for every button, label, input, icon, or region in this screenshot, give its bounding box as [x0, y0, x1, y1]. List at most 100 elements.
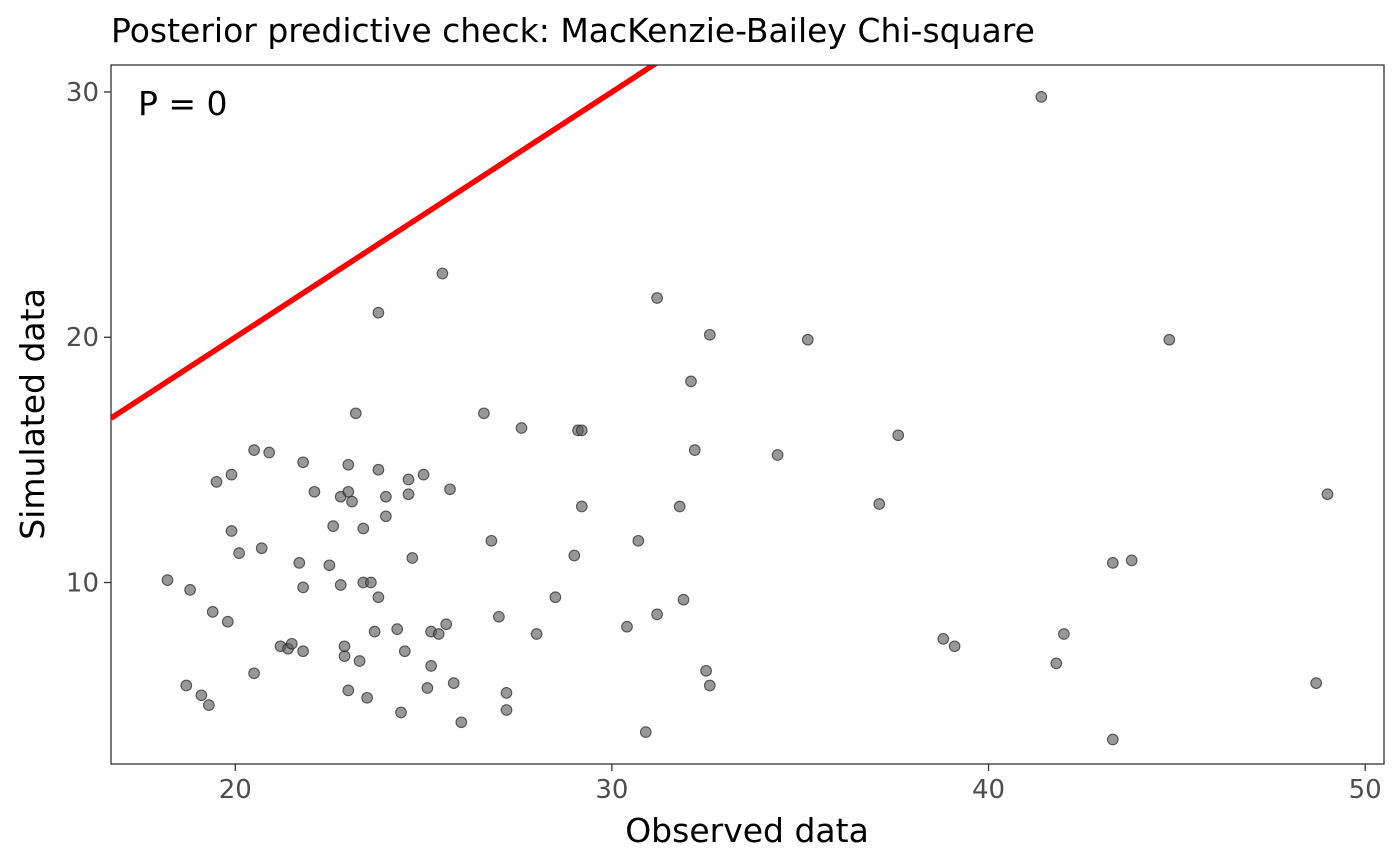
data-point: [334, 579, 347, 591]
plot-panel-border: [110, 64, 1385, 765]
data-point: [361, 691, 373, 704]
y-tick-label: 10: [66, 569, 99, 599]
data-point: [368, 625, 381, 638]
data-point: [225, 525, 238, 537]
data-point: [703, 679, 716, 692]
data-point: [568, 549, 581, 562]
data-point: [206, 606, 219, 618]
data-point: [432, 628, 445, 640]
x-axis: 20 30 40 50: [219, 764, 1382, 805]
data-point: [549, 591, 562, 604]
data-point: [365, 576, 377, 589]
data-point: [937, 633, 950, 645]
data-point: [436, 267, 449, 280]
data-point: [632, 534, 645, 547]
data-point: [203, 699, 215, 711]
data-point: [948, 640, 961, 653]
data-point: [771, 449, 784, 461]
data-point: [255, 542, 268, 555]
data-point: [161, 574, 174, 586]
x-axis-title: Observed data: [625, 811, 869, 850]
data-point: [391, 623, 404, 635]
data-point: [346, 495, 358, 508]
data-point: [639, 726, 652, 738]
data-point: [342, 684, 355, 697]
p-value-annotation: P = 0: [138, 84, 228, 123]
data-point: [673, 500, 686, 513]
data-point: [621, 620, 633, 633]
data-point: [575, 500, 588, 513]
data-point: [323, 559, 336, 572]
data-point: [515, 422, 528, 434]
data-point: [530, 628, 543, 640]
data-point: [263, 446, 276, 459]
data-point: [372, 463, 385, 476]
data-point: [651, 608, 663, 621]
data-point: [406, 552, 419, 564]
data-point: [500, 704, 513, 716]
data-point: [1321, 488, 1334, 501]
data-point: [447, 677, 460, 689]
data-point: [248, 444, 260, 456]
data-point: [493, 610, 505, 623]
data-point: [285, 637, 298, 650]
data-point: [478, 407, 490, 420]
data-point: [417, 468, 430, 481]
x-tick-label: 40: [972, 775, 1005, 805]
data-point: [402, 473, 415, 486]
points-layer: [161, 91, 1334, 746]
data-point: [195, 689, 208, 702]
data-point: [677, 593, 690, 606]
data-point: [308, 485, 321, 498]
data-point: [398, 645, 411, 658]
data-point: [293, 557, 306, 569]
y-tick-label: 30: [66, 78, 99, 108]
x-tick-label: 20: [219, 775, 252, 805]
x-tick-label: 50: [1349, 775, 1382, 805]
reference-line: [111, 65, 659, 421]
data-point: [233, 547, 245, 559]
data-point: [575, 424, 588, 437]
data-point: [342, 458, 355, 471]
data-point: [372, 591, 385, 604]
y-axis: 10 20 30: [66, 78, 111, 599]
data-point: [1106, 557, 1119, 569]
data-point: [444, 483, 456, 496]
data-point: [380, 490, 392, 503]
data-point: [500, 687, 513, 699]
y-tick-label: 20: [66, 323, 99, 353]
data-point: [485, 534, 498, 547]
data-point: [1035, 91, 1048, 103]
data-point: [1106, 733, 1119, 746]
data-point: [425, 660, 437, 672]
data-point: [225, 468, 238, 481]
data-point: [357, 522, 370, 535]
data-point: [801, 333, 814, 346]
data-point: [455, 716, 468, 729]
data-point: [1163, 333, 1176, 346]
data-point: [892, 429, 905, 442]
data-point: [395, 706, 407, 719]
data-point: [703, 328, 716, 341]
data-point: [651, 292, 663, 304]
data-point: [873, 498, 886, 510]
data-point: [297, 581, 309, 594]
data-point: [1050, 657, 1063, 670]
data-point: [327, 520, 340, 532]
chart-title: Posterior predictive check: MacKenzie-Ba…: [111, 11, 1035, 50]
data-point: [180, 679, 193, 692]
data-point: [380, 510, 392, 523]
reference-line-layer: [111, 65, 659, 421]
data-point: [297, 645, 309, 658]
data-point: [421, 682, 434, 694]
data-point: [1125, 554, 1138, 567]
data-point: [342, 485, 355, 498]
data-point: [688, 444, 701, 456]
y-axis-title: Simulated data: [13, 288, 52, 540]
data-point: [700, 664, 712, 677]
data-point: [440, 618, 453, 631]
data-point: [248, 667, 260, 680]
data-point: [1310, 677, 1323, 689]
